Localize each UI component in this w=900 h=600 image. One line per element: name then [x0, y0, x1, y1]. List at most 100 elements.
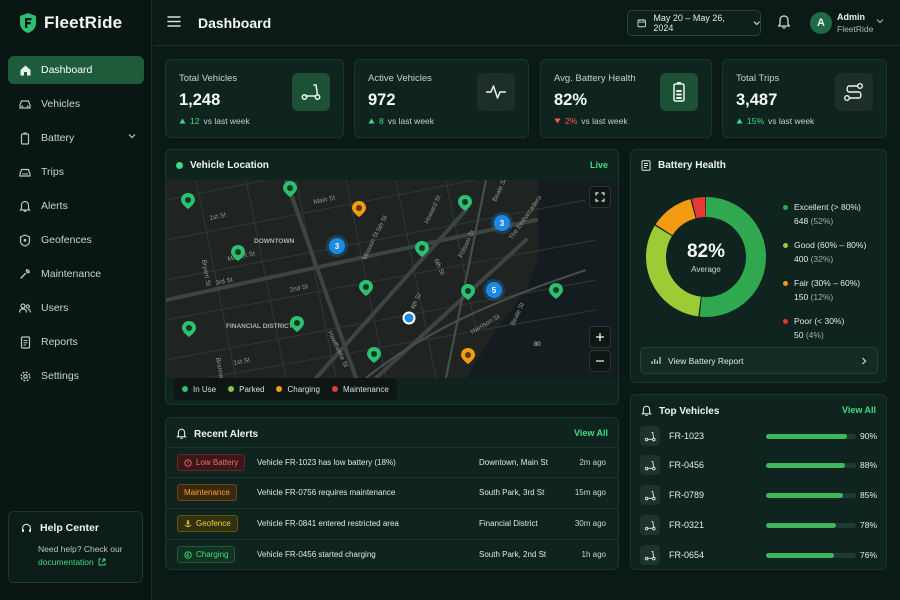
zoom-in-button[interactable] — [589, 326, 611, 348]
alert-location: South Park, 2nd St — [479, 550, 547, 559]
trend-up-icon — [368, 118, 375, 124]
sidebar-item-label: Battery — [41, 132, 75, 144]
legend-item-maintenance: Maintenance — [331, 384, 389, 394]
stat-suffix: vs last week — [387, 116, 435, 126]
documentation-link[interactable]: documentation — [21, 557, 106, 567]
progress-bar — [766, 434, 856, 439]
sidebar-item-settings[interactable]: Settings — [8, 362, 144, 390]
alert-circle-icon — [184, 458, 192, 467]
chevron-down-icon[interactable] — [128, 133, 136, 139]
list-item[interactable]: FR-0456 88% — [631, 451, 887, 481]
battery-health-card: Battery Health 82% Average Excellent (> … — [630, 149, 887, 383]
battery-icon — [660, 73, 698, 111]
badge-label: Geofence — [196, 519, 231, 528]
vehicle-score: 76% — [859, 550, 877, 560]
avatar[interactable]: A — [810, 12, 832, 34]
view-battery-report-button[interactable]: View Battery Report — [640, 347, 878, 374]
recent-alerts-title-text: Recent Alerts — [194, 428, 259, 440]
external-link-icon — [98, 558, 106, 566]
recent-alerts-title: Recent Alerts — [176, 428, 258, 440]
top-vehicles-title-text: Top Vehicles — [659, 405, 720, 417]
sidebar-item-users[interactable]: Users — [8, 294, 144, 322]
sidebar-item-geofences[interactable]: Geofences — [8, 226, 144, 254]
battery-legend-excellent: Excellent (> 80%) 648 (52%) — [783, 202, 887, 226]
fullscreen-icon — [595, 192, 605, 202]
zoom-out-button[interactable] — [589, 350, 611, 372]
street-label: 3rd St — [215, 276, 234, 286]
progress-fill — [766, 553, 835, 558]
user-name: Admin — [837, 12, 865, 22]
legend-label: Maintenance — [342, 384, 389, 394]
stat-trend: 8 vs last week — [368, 116, 434, 126]
sidebar-item-label: Reports — [41, 336, 78, 348]
sidebar-item-reports[interactable]: Reports — [8, 328, 144, 356]
geofence-icon — [18, 233, 32, 247]
sidebar-item-battery[interactable]: Battery — [8, 124, 144, 152]
sidebar-item-trips[interactable]: Trips — [8, 158, 144, 186]
table-row[interactable]: Charging Vehicle FR-0456 started chargin… — [166, 539, 618, 569]
report-icon — [641, 160, 651, 171]
map-legend: In Use Parked Charging Maintenance — [174, 378, 397, 400]
headset-icon — [21, 523, 32, 532]
trend-up-icon — [179, 118, 186, 124]
map-pin-in-use — [549, 283, 563, 299]
battery-donut-chart: 82% Average — [646, 197, 766, 317]
top-header: Dashboard May 20 – May 26, 2024 A Admin … — [153, 0, 900, 46]
legend-label: In Use — [193, 384, 217, 394]
battery-icon — [18, 131, 32, 145]
list-item[interactable]: FR-1023 90% — [631, 422, 887, 452]
vehicle-id: FR-0456 — [669, 460, 705, 470]
vehicle-pins — [181, 181, 563, 364]
street-label: DOWNTOWN — [254, 238, 295, 245]
legend-label: Charging — [287, 384, 320, 394]
vehicle-score: 85% — [859, 490, 877, 500]
progress-bar — [766, 553, 856, 558]
sidebar-item-vehicles[interactable]: Vehicles — [8, 90, 144, 118]
app-logo[interactable]: FleetRide — [18, 12, 122, 34]
trend-down-icon — [554, 118, 561, 124]
list-item[interactable]: FR-0321 78% — [631, 511, 887, 541]
charging-icon — [184, 550, 192, 559]
status-badge: Maintenance — [177, 484, 237, 501]
top-vehicles-view-all-link[interactable]: View All — [841, 405, 876, 415]
list-item[interactable]: FR-0789 85% — [631, 481, 887, 511]
alert-message: Vehicle FR-0756 requires maintenance — [257, 488, 396, 497]
date-range-picker[interactable]: May 20 – May 26, 2024 — [627, 10, 761, 36]
map-cluster: 3 — [326, 235, 348, 257]
donut-segment — [646, 197, 766, 317]
alert-message: Vehicle FR-0841 entered restricted area — [257, 519, 399, 528]
legend-item-charging: Charging — [276, 384, 320, 394]
stat-label: Total Trips — [736, 73, 780, 84]
vehicle-id: FR-0321 — [669, 520, 705, 530]
progress-fill — [766, 493, 843, 498]
sidebar-item-label: Vehicles — [41, 98, 81, 110]
badge-label: Low Battery — [196, 458, 239, 467]
car-icon — [18, 97, 32, 111]
sidebar-item-maintenance[interactable]: Maintenance — [8, 260, 144, 288]
stat-card-active-vehicles: Active Vehicles 972 8 vs last week — [354, 59, 529, 138]
menu-icon[interactable] — [167, 16, 181, 27]
fullscreen-button[interactable] — [589, 186, 611, 208]
alert-message: Vehicle FR-0456 started charging — [257, 550, 376, 559]
vehicle-map[interactable]: Main St 1st St DOWNTOWN Market St 3rd St… — [166, 180, 618, 378]
notifications-bell-icon[interactable] — [777, 14, 791, 30]
alerts-view-all-link[interactable]: View All — [573, 428, 608, 438]
sidebar-item-alerts[interactable]: Alerts — [8, 192, 144, 220]
vehicle-score: 90% — [859, 431, 877, 441]
alert-time: 30m ago — [574, 519, 606, 528]
map-cluster: 3 — [491, 212, 513, 234]
sidebar-item-dashboard[interactable]: Dashboard — [8, 56, 144, 84]
table-row[interactable]: Low Battery Vehicle FR-1023 has low batt… — [166, 447, 618, 477]
list-item[interactable]: FR-0654 76% — [631, 541, 887, 571]
table-row[interactable]: Maintenance Vehicle FR-0756 requires mai… — [166, 477, 618, 507]
stat-value: 1,248 — [179, 91, 221, 109]
help-center-title: Help Center — [40, 522, 99, 534]
chevron-down-icon[interactable] — [876, 18, 884, 24]
view-battery-report-label: View Battery Report — [668, 355, 744, 366]
donut-center-label: Average — [691, 265, 721, 274]
map-pin-in-use — [461, 284, 475, 300]
alert-time: 15m ago — [574, 488, 606, 497]
table-row[interactable]: Geofence Vehicle FR-0841 entered restric… — [166, 508, 618, 538]
top-vehicles-title: Top Vehicles — [641, 405, 719, 417]
home-icon — [18, 63, 32, 77]
